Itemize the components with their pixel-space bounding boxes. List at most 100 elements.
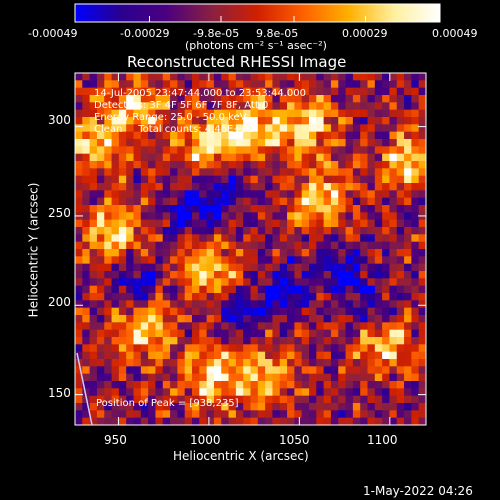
heatmap-cell — [287, 351, 295, 360]
heatmap-cell — [316, 285, 325, 294]
heatmap-cell — [287, 146, 295, 155]
heatmap-cell — [345, 175, 354, 184]
heatmap-cell — [184, 285, 193, 294]
heatmap-cell — [345, 197, 354, 206]
heatmap-cell — [243, 175, 252, 184]
heatmap-cell — [221, 80, 230, 89]
heatmap-cell — [250, 344, 259, 353]
heatmap-cell — [330, 219, 339, 228]
heatmap-cell — [294, 109, 303, 118]
heatmap-cell — [374, 381, 383, 389]
heatmap-cell — [184, 307, 193, 316]
heatmap-cell — [140, 102, 149, 111]
heatmap-cell — [301, 131, 310, 140]
heatmap-cell — [155, 109, 164, 118]
heatmap-cell — [111, 351, 120, 360]
heatmap-cell — [213, 219, 222, 228]
heatmap-cell — [287, 381, 295, 389]
heatmap-cell — [206, 109, 215, 118]
heatmap-cell — [418, 87, 426, 96]
heatmap-cell — [126, 87, 135, 96]
heatmap-cell — [228, 388, 237, 397]
heatmap-cell — [96, 175, 105, 184]
heatmap-cell — [133, 307, 142, 316]
heatmap-cell — [360, 102, 369, 111]
heatmap-cell — [75, 293, 83, 301]
heatmap-cell — [199, 95, 208, 103]
heatmap-cell — [396, 359, 405, 367]
heatmap-cell — [162, 329, 171, 338]
heatmap-cell — [367, 403, 376, 411]
heatmap-cell — [287, 256, 295, 265]
heatmap-cell — [235, 190, 244, 199]
heatmap-cell — [374, 102, 383, 111]
heatmap-cell — [404, 219, 412, 228]
heatmap-cell — [177, 109, 186, 118]
heatmap-cell — [199, 102, 208, 111]
heatmap-cell — [96, 410, 105, 419]
heatmap-cell — [192, 263, 200, 272]
heatmap-cell — [177, 373, 186, 382]
heatmap-cell — [82, 381, 91, 389]
heatmap-cell — [352, 373, 361, 382]
heatmap-cell — [411, 87, 420, 96]
heatmap-cell — [206, 278, 215, 287]
heatmap-cell — [345, 403, 354, 411]
heatmap-cell — [75, 307, 83, 316]
heatmap-cell — [243, 183, 252, 191]
heatmap-cell — [221, 337, 230, 345]
heatmap-cell — [140, 183, 149, 191]
heatmap-cell — [118, 190, 127, 199]
heatmap-cell — [177, 300, 186, 309]
heatmap-cell — [104, 381, 113, 389]
heatmap-cell — [184, 131, 193, 140]
heatmap-cell — [148, 403, 157, 411]
heatmap-cell — [192, 351, 200, 360]
heatmap-cell — [184, 249, 193, 257]
heatmap-cell — [235, 139, 244, 147]
heatmap-cell — [213, 124, 222, 133]
heatmap-cell — [140, 366, 149, 375]
heatmap-cell — [294, 117, 303, 125]
heatmap-cell — [345, 307, 354, 316]
heatmap-cell — [170, 351, 178, 360]
heatmap-cell — [294, 212, 303, 221]
heatmap-cell — [177, 322, 186, 331]
heatmap-cell — [338, 205, 347, 213]
heatmap-cell — [140, 73, 149, 81]
heatmap-cell — [382, 278, 391, 287]
heatmap-cell — [192, 139, 200, 147]
heatmap-cell — [279, 366, 288, 375]
heatmap-cell — [323, 366, 332, 375]
heatmap-cell — [330, 329, 339, 338]
heatmap-cell — [104, 278, 113, 287]
heatmap-cell — [279, 80, 288, 89]
heatmap-cell — [250, 183, 259, 191]
heatmap-cell — [250, 205, 259, 213]
heatmap-cell — [352, 285, 361, 294]
heatmap-cell — [338, 300, 347, 309]
heatmap-cell — [272, 87, 281, 96]
x-tick-label: 1100 — [367, 433, 398, 447]
heatmap-cell — [126, 161, 135, 169]
heatmap-cell — [352, 351, 361, 360]
heatmap-cell — [184, 388, 193, 397]
heatmap-cell — [89, 109, 98, 118]
heatmap-cell — [118, 212, 127, 221]
heatmap-cell — [352, 175, 361, 184]
heatmap-cell — [309, 293, 317, 301]
heatmap-cell — [389, 293, 398, 301]
heatmap-cell — [177, 395, 186, 404]
heatmap-cell — [411, 146, 420, 155]
heatmap-cell — [418, 278, 426, 287]
heatmap-cell — [221, 212, 230, 221]
heatmap-cell — [316, 249, 325, 257]
heatmap-cell — [323, 131, 332, 140]
heatmap-cell — [257, 307, 266, 316]
heatmap-cell — [374, 212, 383, 221]
heatmap-cell — [309, 219, 317, 228]
heatmap-cell — [309, 109, 317, 118]
heatmap-cell — [272, 373, 281, 382]
heatmap-cell — [213, 161, 222, 169]
heatmap-cell — [155, 249, 164, 257]
